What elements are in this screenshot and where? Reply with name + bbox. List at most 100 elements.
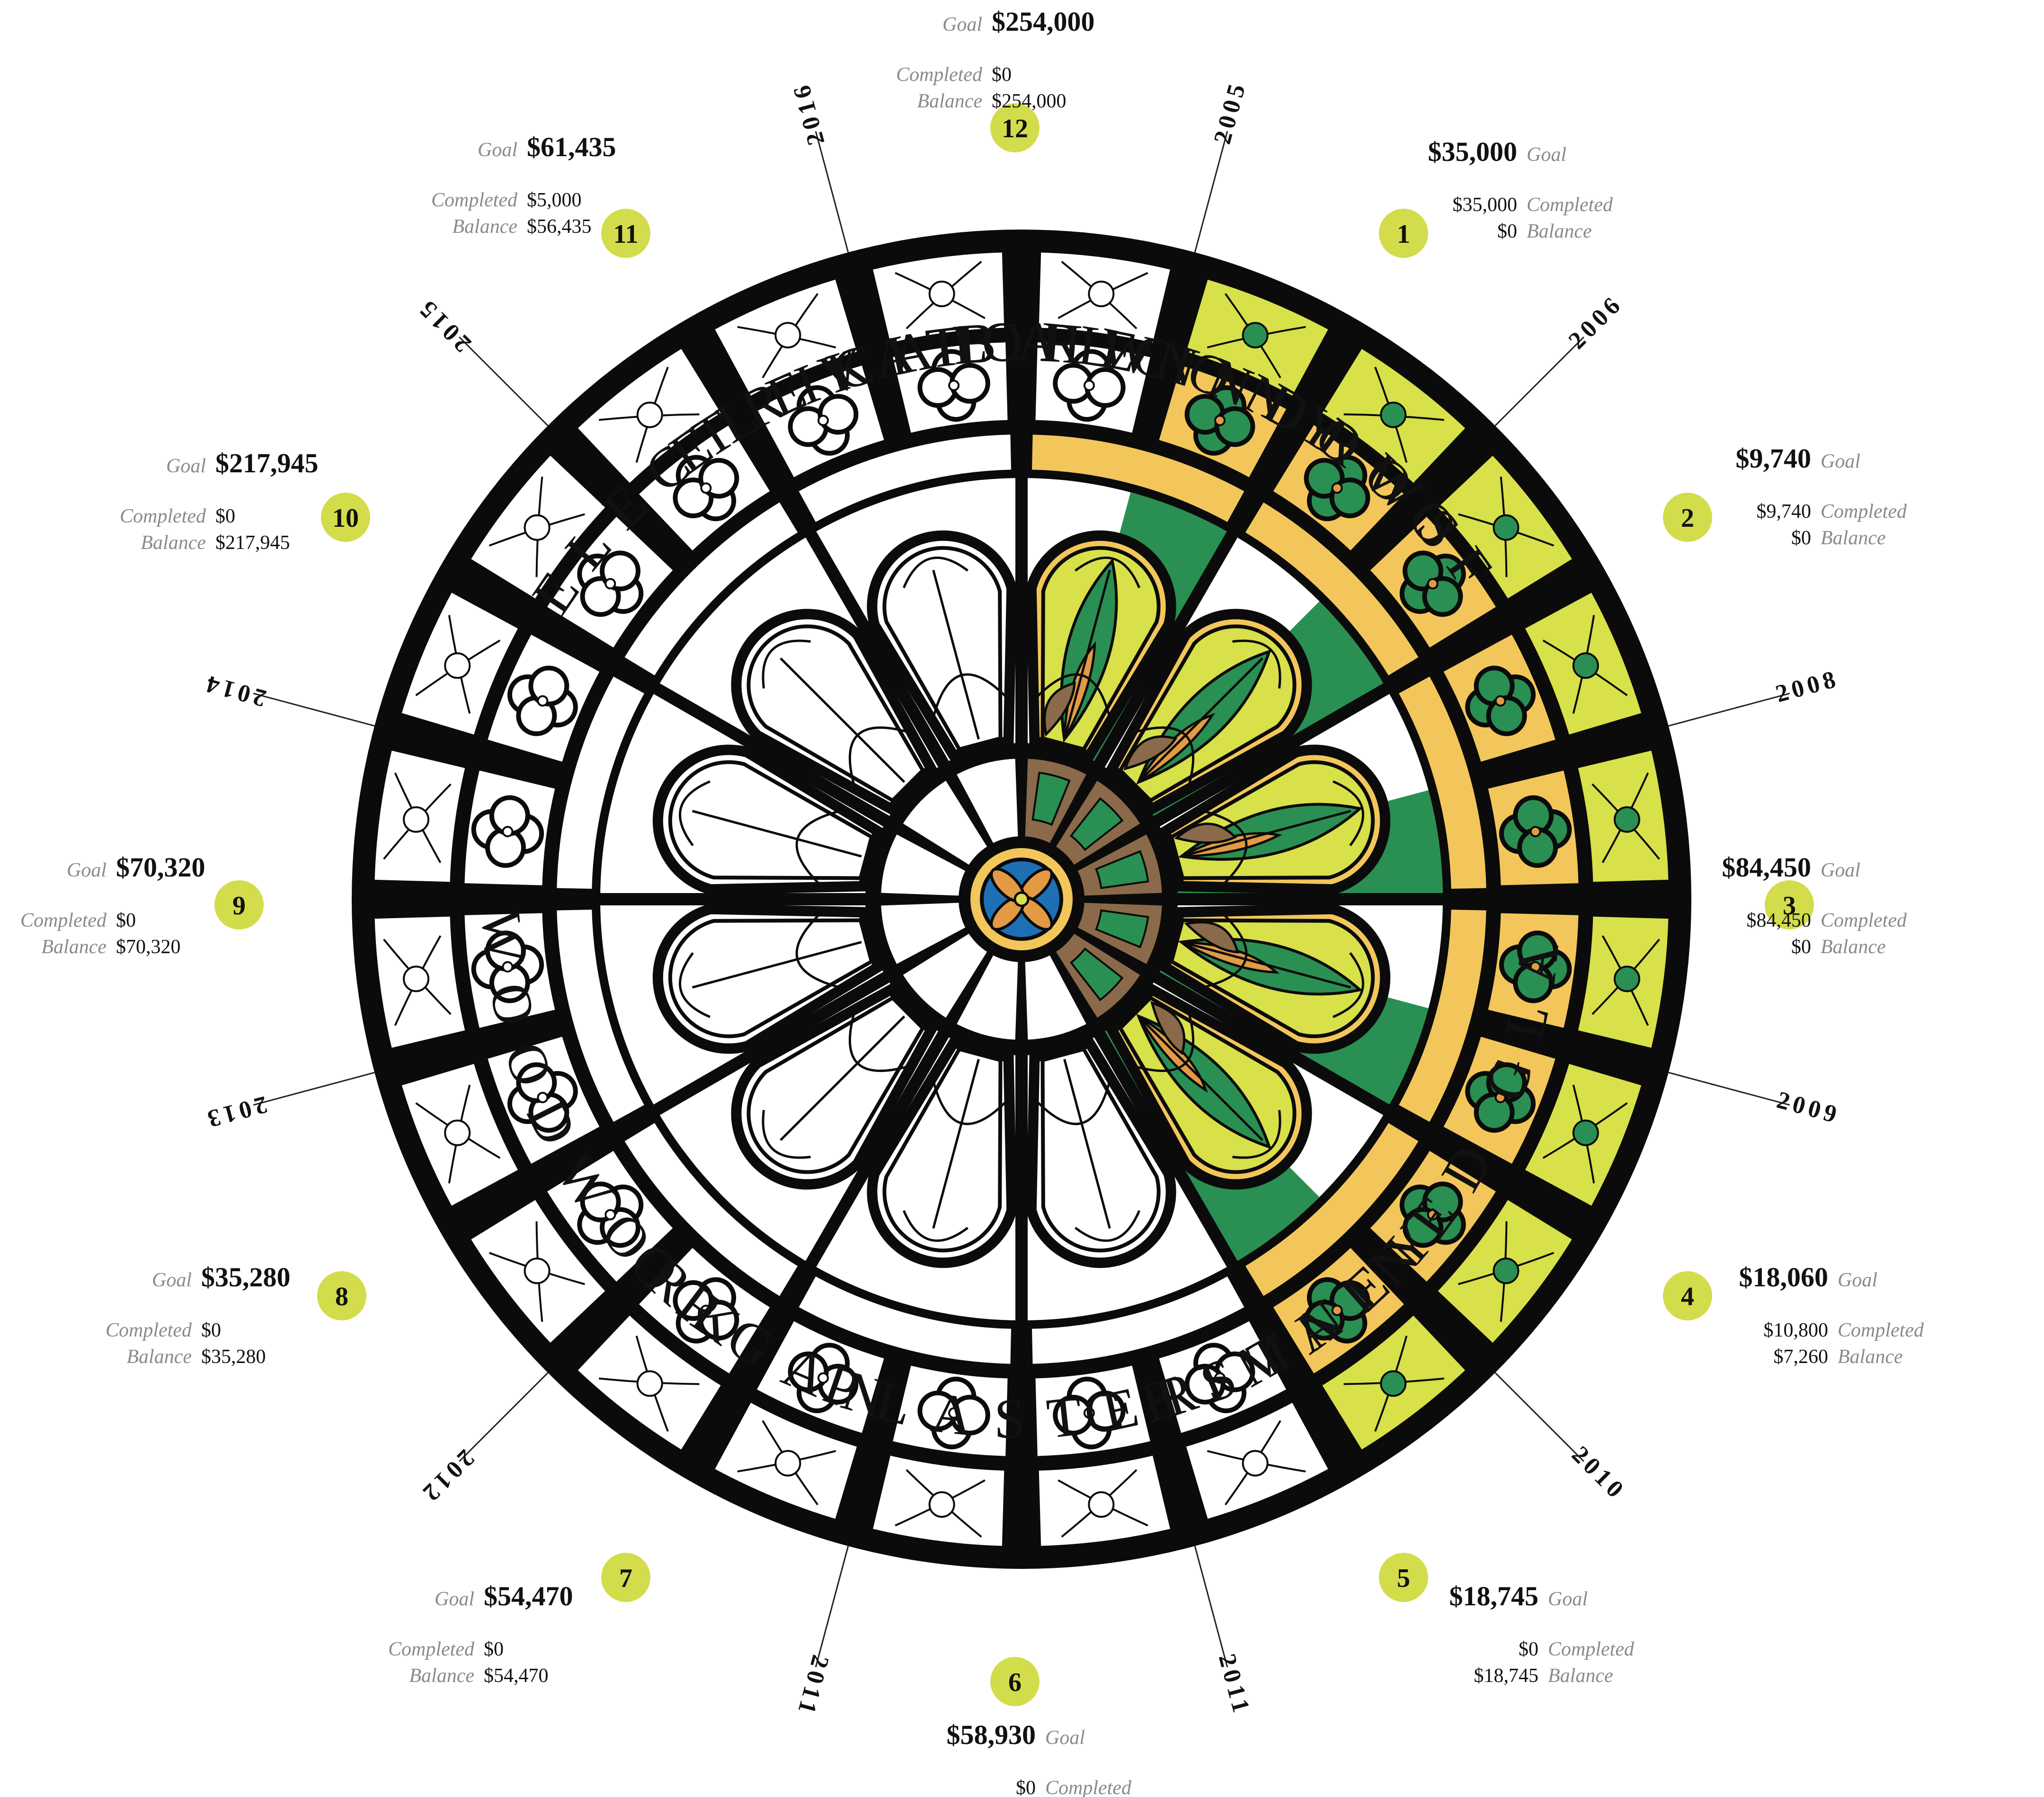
year-label: 2006 [1564,290,1628,354]
rosette-center [1013,891,1030,907]
year-divider-line [1494,1372,1585,1462]
outer-panel-boss [1380,401,1407,428]
quatrefoil-medallion [1304,1277,1370,1344]
quatrefoil-medallion [788,1343,859,1414]
year-divider-line [815,1546,849,1668]
balance-label: Balance [1838,1346,1903,1368]
project-info-9: 9 Goal $70,320 Completed $0 Balance $70,320 [20,852,264,958]
badge-number: 1 [1397,220,1410,249]
completed-value: $0 [1519,1638,1538,1660]
outer-panel-boss [1380,1370,1407,1397]
badge-circle [1379,209,1428,258]
balance-value: $217,945 [215,532,290,554]
project-info-8: 8 Goal $35,280 Completed $0 Balance $35,280 [106,1262,366,1368]
badge-circle [321,493,370,542]
badge-circle [317,1271,366,1320]
quatrefoil-medallion [471,930,544,1003]
petal-brown-leaf [1174,823,1237,844]
petal-spoke [1089,1023,1241,1274]
petal [1105,609,1312,815]
petal-tracery [902,557,1008,740]
completed-value: $5,000 [527,189,582,211]
petal-glass [882,546,1003,752]
project-info-10: 10 Goal $217,945 Completed $0 Balance $217,945 [120,448,370,554]
completed-value: $0 [201,1319,221,1341]
quatrefoil-medallion [1304,455,1370,522]
medallion-center [1083,1407,1095,1419]
completed-label: Completed [20,910,107,931]
project-info-1: 1 $35,000 Goal $35,000 Completed $0 Balance [1379,136,1613,258]
year-label: 2009 [1774,1087,1843,1129]
petal-brown-leaf [1123,735,1178,770]
petal [1026,530,1176,762]
medallion-center [948,1407,960,1419]
hub-cell-inner [1031,771,1071,826]
quatrefoil-medallion [507,665,578,736]
goal-label: Goal [1527,144,1566,166]
project-info-12: 12 Goal $254,000 Completed $0 Balance $254,000 [896,6,1095,152]
petal [1105,983,1312,1190]
completed-value: $0 [484,1638,504,1660]
balance-label: Balance [1527,221,1592,242]
balance-value: $56,435 [527,216,592,238]
project-info-2: 2 $9,740 Goal $9,740 Completed $0 Balance [1663,443,1907,549]
goal-value: $35,000 [1428,136,1518,167]
hub-cell-inner [1069,947,1124,1001]
medallion-center [817,1372,829,1384]
petal-tracery [762,1012,908,1159]
project-badge: 10 [321,493,370,542]
quatrefoil-medallion [1053,1376,1126,1450]
petal-tracery [1135,1012,1281,1159]
year-label: 2008 [1773,665,1842,708]
year-label: 2012 [415,1444,480,1508]
year-label: 2013 [201,1090,270,1133]
medallion-lobe [1184,1363,1226,1405]
quatrefoil-medallion [1399,1181,1466,1248]
badge-number: 10 [332,504,359,533]
project-badge: 3 [1765,880,1814,929]
completed-value: $9,740 [1757,501,1812,522]
balance-value: $0 [1791,527,1811,549]
completed-value: $0 [1016,1777,1036,1797]
petal-spoke [1145,967,1396,1119]
badge-number: 6 [1008,1668,1022,1697]
medallion-center [1331,482,1343,494]
project-info-11: 11 Goal $61,435 Completed $5,000 Balance $56,4… [431,132,650,258]
completed-value: $35,000 [1453,194,1518,216]
balance-value: $18,745 [1474,1665,1539,1687]
completed-value: $0 [215,505,235,527]
year-divider-line [253,692,375,727]
completed-value: $84,450 [1747,910,1812,931]
outer-panel-boss [1088,1491,1115,1518]
quatrefoil-medallion [673,1277,739,1344]
completed-label: Completed [1527,194,1613,216]
medallion-center [1331,1304,1343,1316]
year-label: 2010 [1566,1441,1631,1505]
quatrefoil-medallion [1465,665,1536,736]
outer-panel-boss [1613,965,1640,992]
badge-circle [990,103,1040,152]
medallion-center [1529,961,1541,973]
petal-spoke [1089,525,1241,776]
petal [1159,903,1391,1054]
outer-panel-boss [444,652,471,679]
medallion-center [502,826,514,838]
goal-label: Goal [67,859,107,881]
balance-value: $70,320 [116,936,181,958]
goal-label: Goal [435,1588,474,1610]
petal [867,530,1017,762]
petal-glass [1040,1047,1161,1253]
balance-label: Balance [41,936,107,958]
goal-label: Goal [1548,1588,1588,1610]
outer-panel [398,1060,522,1210]
medallion-center [1083,380,1095,391]
project-badge: 4 [1663,1271,1712,1320]
medallion-center [817,415,829,426]
medallion-center [537,695,549,707]
balance-label: Balance [126,1346,192,1368]
outer-panel-boss [928,281,955,308]
project-badge: 6 [990,1657,1040,1706]
badge-circle [601,1553,650,1602]
